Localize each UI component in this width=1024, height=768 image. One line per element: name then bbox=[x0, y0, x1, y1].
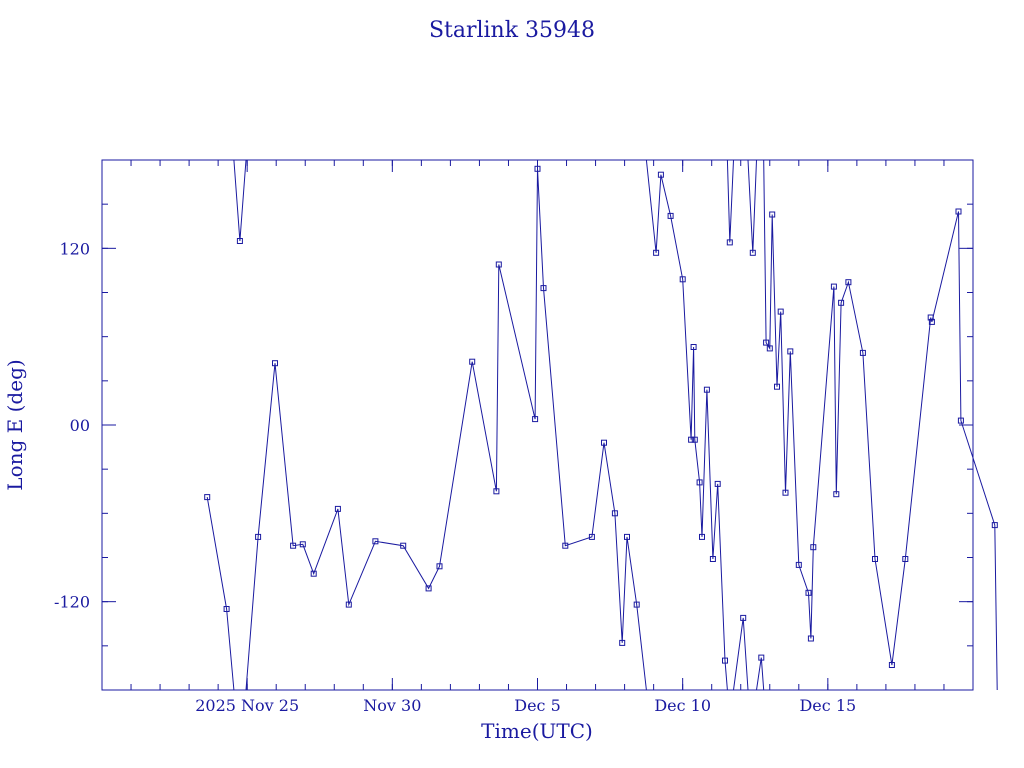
data-point bbox=[334, 505, 341, 512]
y-tick-label: -120 bbox=[54, 593, 90, 612]
data-point bbox=[763, 339, 770, 346]
data-point bbox=[588, 533, 595, 540]
data-point bbox=[310, 570, 317, 577]
data-point bbox=[872, 556, 878, 562]
data-point bbox=[540, 285, 547, 292]
x-tick-label: 2025 Nov 25 bbox=[195, 696, 299, 715]
data-point bbox=[469, 358, 476, 365]
data-point bbox=[236, 238, 243, 244]
data-point bbox=[290, 542, 297, 549]
data-point bbox=[859, 349, 866, 356]
data-point bbox=[805, 589, 812, 596]
data-point bbox=[624, 533, 630, 540]
y-tick-labels: 120 00 -120 bbox=[54, 239, 90, 611]
data-point bbox=[299, 541, 306, 548]
data-point bbox=[830, 283, 837, 290]
data-point bbox=[495, 261, 502, 268]
data-point bbox=[372, 538, 379, 545]
data-point bbox=[493, 488, 500, 495]
data-point bbox=[777, 308, 784, 315]
major-ticks bbox=[102, 160, 973, 690]
data-point bbox=[436, 563, 443, 570]
data-point bbox=[810, 544, 817, 551]
data-point bbox=[696, 479, 703, 486]
data-point bbox=[633, 601, 640, 608]
data-point bbox=[845, 279, 852, 286]
y-axis-label: Long E (deg) bbox=[3, 359, 27, 490]
data-point bbox=[425, 585, 432, 592]
data-point bbox=[400, 542, 407, 549]
data-point bbox=[902, 556, 909, 562]
series-layer bbox=[204, 159, 998, 691]
data-point bbox=[787, 348, 794, 355]
x-tick-label: Nov 30 bbox=[363, 696, 421, 715]
data-point bbox=[690, 344, 697, 350]
data-point bbox=[955, 208, 962, 215]
data-point bbox=[782, 489, 789, 496]
y-tick-label: 120 bbox=[59, 239, 90, 258]
data-point bbox=[726, 239, 733, 246]
data-point bbox=[619, 639, 626, 646]
data-point bbox=[714, 480, 721, 487]
data-point bbox=[758, 654, 765, 661]
data-point bbox=[928, 318, 935, 325]
data-point bbox=[667, 212, 674, 219]
data-point bbox=[562, 542, 569, 549]
data-point bbox=[679, 276, 686, 283]
data-point bbox=[699, 533, 705, 540]
data-point bbox=[795, 561, 802, 568]
data-point bbox=[653, 249, 660, 256]
minor-ticks bbox=[102, 160, 973, 690]
data-point bbox=[749, 249, 756, 256]
x-tick-label: Dec 15 bbox=[799, 696, 856, 715]
data-point bbox=[709, 556, 716, 562]
series-line bbox=[206, 159, 998, 691]
data-point bbox=[703, 386, 710, 393]
data-point bbox=[657, 171, 664, 178]
data-point bbox=[957, 417, 964, 424]
plot-frame bbox=[101, 159, 974, 691]
data-point bbox=[740, 614, 747, 621]
data-point bbox=[532, 416, 539, 423]
data-point bbox=[688, 436, 695, 443]
data-point bbox=[272, 360, 278, 367]
data-point bbox=[601, 439, 607, 446]
data-point bbox=[991, 522, 998, 529]
data-point bbox=[766, 345, 773, 352]
data-point bbox=[611, 510, 618, 517]
data-point bbox=[807, 635, 814, 642]
data-point bbox=[769, 211, 776, 218]
data-point bbox=[204, 494, 211, 501]
chart-title: Starlink 35948 bbox=[429, 18, 595, 43]
x-tick-label: Dec 10 bbox=[654, 696, 711, 715]
x-tick-label: Dec 5 bbox=[514, 696, 561, 715]
data-point bbox=[838, 299, 845, 306]
data-point bbox=[534, 165, 541, 172]
data-point bbox=[888, 662, 895, 668]
data-point bbox=[833, 491, 840, 498]
data-point bbox=[255, 533, 262, 540]
data-point bbox=[345, 601, 352, 608]
x-axis-label: Time(UTC) bbox=[481, 719, 593, 743]
data-point bbox=[722, 657, 728, 664]
y-tick-label: 00 bbox=[70, 416, 90, 435]
data-point bbox=[927, 314, 934, 321]
data-point bbox=[774, 383, 780, 390]
x-tick-labels: 2025 Nov 25 Nov 30 Dec 5 Dec 10 Dec 15 bbox=[195, 696, 856, 715]
data-point bbox=[691, 436, 698, 443]
data-point bbox=[223, 606, 230, 612]
